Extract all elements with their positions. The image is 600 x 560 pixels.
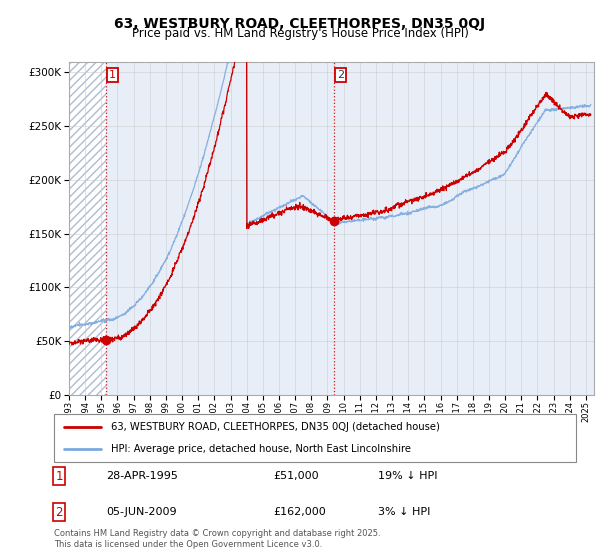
Text: Contains HM Land Registry data © Crown copyright and database right 2025.
This d: Contains HM Land Registry data © Crown c… (54, 529, 380, 549)
Text: 28-APR-1995: 28-APR-1995 (106, 471, 178, 481)
Text: 19% ↓ HPI: 19% ↓ HPI (377, 471, 437, 481)
Text: 2: 2 (55, 506, 63, 519)
FancyBboxPatch shape (54, 414, 576, 462)
Bar (334, 62, 594, 395)
Text: Price paid vs. HM Land Registry's House Price Index (HPI): Price paid vs. HM Land Registry's House … (131, 27, 469, 40)
Text: 1: 1 (55, 470, 63, 483)
Bar (106, 62, 334, 395)
Text: £51,000: £51,000 (273, 471, 319, 481)
Text: 63, WESTBURY ROAD, CLEETHORPES, DN35 0QJ (detached house): 63, WESTBURY ROAD, CLEETHORPES, DN35 0QJ… (112, 422, 440, 432)
Text: 05-JUN-2009: 05-JUN-2009 (106, 507, 177, 517)
Text: 63, WESTBURY ROAD, CLEETHORPES, DN35 0QJ: 63, WESTBURY ROAD, CLEETHORPES, DN35 0QJ (115, 17, 485, 31)
Text: 3% ↓ HPI: 3% ↓ HPI (377, 507, 430, 517)
Bar (69, 62, 106, 395)
Text: 1: 1 (109, 70, 116, 80)
Text: £162,000: £162,000 (273, 507, 326, 517)
Text: HPI: Average price, detached house, North East Lincolnshire: HPI: Average price, detached house, Nort… (112, 444, 412, 454)
Text: 2: 2 (337, 70, 344, 80)
